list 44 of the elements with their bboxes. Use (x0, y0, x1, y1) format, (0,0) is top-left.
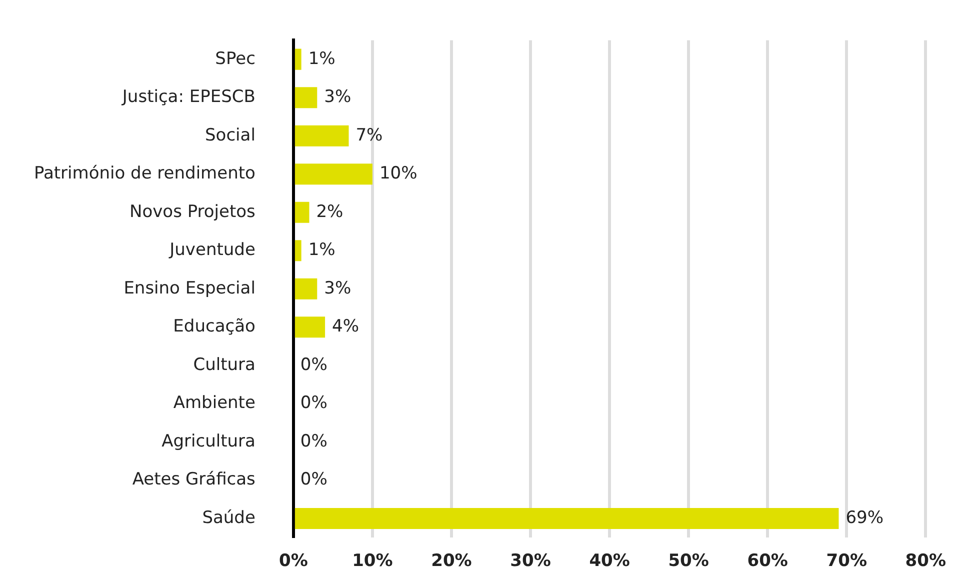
y-tick-label: Agricultura (162, 431, 256, 452)
x-tick-label: 50% (668, 551, 709, 572)
bar (294, 48, 302, 70)
bar (294, 240, 302, 262)
x-tick-label: 20% (431, 551, 472, 572)
bar (294, 125, 349, 146)
x-tick-label: 30% (510, 551, 551, 572)
y-tick-label: Justiça: EPESCB (121, 87, 256, 108)
x-tick-label: 80% (905, 551, 946, 572)
data-label: 1% (308, 48, 336, 69)
data-label: 7% (356, 125, 383, 146)
data-label: 3% (324, 278, 352, 298)
y-tick-label: Social (205, 125, 256, 146)
data-label: 0% (300, 470, 328, 490)
x-tick-label: 0% (278, 551, 308, 572)
y-tick-label: Aetes Gráficas (132, 470, 256, 490)
x-tick-label: 60% (747, 551, 788, 572)
data-label: 0% (300, 393, 328, 414)
bar (294, 164, 372, 185)
data-label: 2% (316, 202, 344, 222)
bar (294, 508, 839, 529)
y-tick-label: Juventude (168, 240, 256, 260)
bar (294, 278, 318, 300)
y-tick-label: Novos Projetos (130, 202, 256, 222)
x-tick-label: 40% (589, 551, 630, 572)
x-tick-label: 70% (826, 551, 867, 572)
data-label: 69% (846, 508, 884, 528)
y-tick-label: SPec (215, 48, 256, 69)
bar (294, 202, 310, 223)
y-tick-label: Ensino Especial (124, 278, 256, 298)
data-label: 3% (324, 87, 352, 108)
data-label: 0% (300, 431, 328, 452)
bar (294, 87, 318, 108)
y-tick-label: Ambiente (173, 393, 256, 414)
x-tick-label: 10% (352, 551, 393, 572)
data-label: 1% (308, 240, 336, 260)
data-label: 4% (332, 316, 360, 337)
data-label: 0% (300, 354, 328, 375)
y-tick-label: Cultura (193, 354, 256, 375)
y-tick-label: Património de rendimento (34, 164, 256, 184)
data-label: 10% (379, 164, 418, 184)
y-tick-label: Educação (173, 316, 256, 337)
y-tick-label: Saúde (202, 508, 256, 528)
bar (294, 316, 326, 338)
